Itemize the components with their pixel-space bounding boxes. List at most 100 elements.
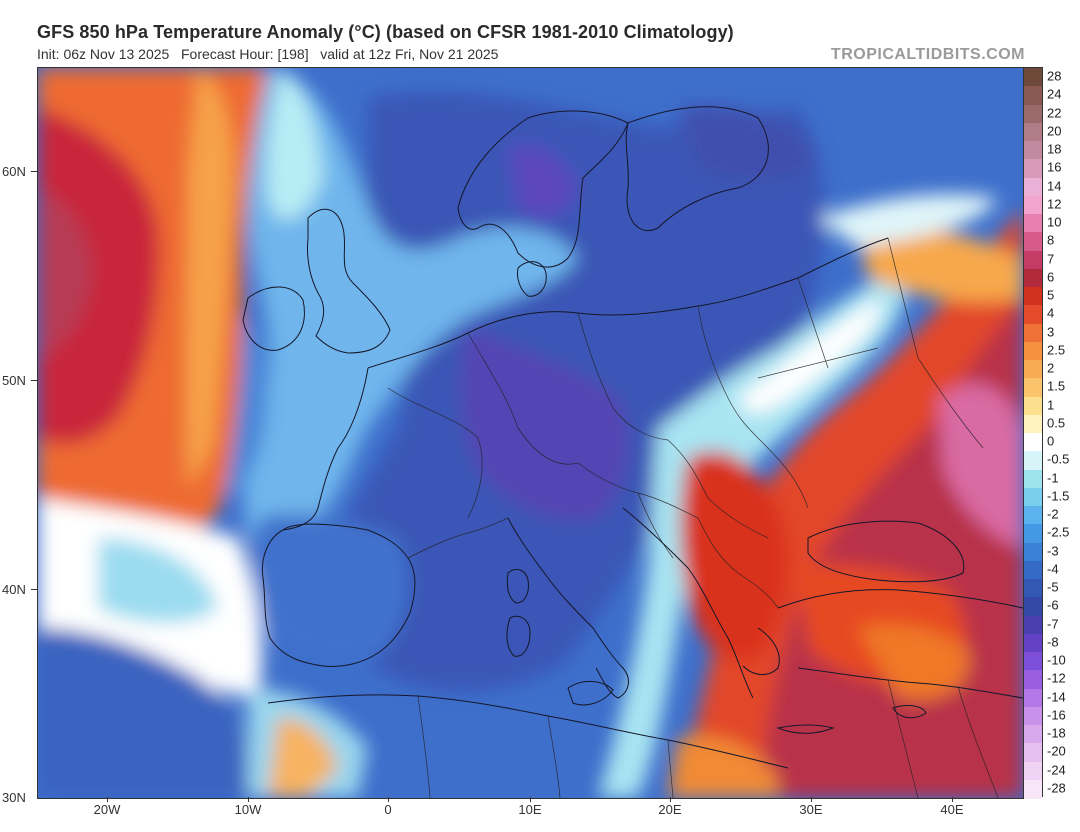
anomaly-map [37,67,1024,799]
lat-label-50n: 50N [2,373,26,388]
colorbar-swatch [1024,451,1042,471]
colorbar-swatch [1024,360,1042,379]
lat-label-30n: 30N [2,790,26,805]
colorbar-swatch [1024,779,1042,799]
colorbar-label: 22 [1047,105,1062,121]
colorbar-swatch [1024,341,1042,361]
colorbar-swatch [1024,597,1042,617]
colorbar-swatch [1024,725,1042,744]
colorbar-label: 0 [1047,433,1055,449]
lon-label-10e: 10E [518,802,542,817]
colorbar-swatch [1024,670,1042,690]
colorbar-label: 3 [1047,324,1055,340]
colorbar-label: -16 [1047,707,1066,723]
lon-label-30e: 30E [799,802,823,817]
colorbar-swatch [1024,141,1042,160]
colorbar-swatch [1024,104,1042,124]
lat-tick [31,589,37,590]
colorbar-label: -24 [1047,762,1066,778]
colorbar-swatch [1024,159,1042,179]
colorbar-swatch [1024,487,1042,507]
colorbar-label: -20 [1047,743,1066,759]
colorbar-label: -14 [1047,689,1066,705]
lat-tick [31,171,37,172]
colorbar-label: 1.5 [1047,378,1066,394]
lon-label-20w: 20W [93,802,121,817]
colorbar-swatch [1024,396,1042,416]
colorbar-label: -12 [1047,670,1066,686]
colorbar-swatch [1024,633,1042,653]
colorbar-label: -5 [1047,579,1059,595]
colorbar-swatch [1024,652,1042,671]
colorbar-swatch [1024,615,1042,635]
colorbar-swatch [1024,761,1042,781]
colorbar-label: 20 [1047,123,1062,139]
colorbar-swatch [1024,86,1042,106]
colorbar-label: 18 [1047,141,1062,157]
colorbar-label: -1 [1047,470,1059,486]
colorbar-swatch [1024,579,1042,598]
map-header: GFS 850 hPa Temperature Anomaly (°C) (ba… [37,22,1047,66]
colorbar-label: -0.5 [1047,451,1070,467]
colorbar-swatch [1024,214,1042,233]
lon-tick [811,797,812,802]
colorbar-label: -2 [1047,506,1059,522]
lon-tick [952,797,953,802]
lon-tick [248,797,249,802]
lon-label-20e: 20E [658,802,682,817]
colorbar-swatch [1024,323,1042,343]
lon-tick [388,797,389,802]
lon-label-0: 0 [384,802,392,817]
colorbar-label: 14 [1047,178,1062,194]
colorbar-swatch [1024,706,1042,726]
colorbar-swatch [1024,232,1042,252]
colorbar-swatch [1024,743,1042,763]
brand-watermark: TROPICALTIDBITS.COM [830,46,1025,63]
colorbar-label: 2.5 [1047,342,1066,358]
colorbar-label: -28 [1047,780,1066,796]
colorbar-swatch [1024,524,1042,544]
lon-tick [670,797,671,802]
colorbar-swatch [1024,469,1042,489]
colorbar-swatch [1024,542,1042,562]
colorbar-swatch [1024,305,1042,325]
lat-label-60n: 60N [2,164,26,179]
colorbar-label: 10 [1047,214,1062,230]
colorbar [1023,67,1043,799]
colorbar-swatch [1024,506,1042,525]
colorbar-label: -10 [1047,652,1066,668]
colorbar-swatch [1024,560,1042,580]
colorbar-swatch [1024,122,1042,142]
anomaly-field [38,68,1023,798]
colorbar-swatch [1024,195,1042,215]
colorbar-swatch [1024,268,1042,288]
lon-tick [530,797,531,802]
lon-tick [107,797,108,802]
coastlines [242,106,1023,769]
colorbar-label: 24 [1047,86,1062,102]
colorbar-label: 1 [1047,397,1055,413]
colorbar-swatch [1024,378,1042,398]
colorbar-label: 2 [1047,360,1055,376]
colorbar-label: -2.5 [1047,524,1070,540]
map-title: GFS 850 hPa Temperature Anomaly (°C) (ba… [37,22,734,42]
colorbar-label: 0.5 [1047,415,1066,431]
colorbar-label: 4 [1047,305,1055,321]
lat-label-40n: 40N [2,582,26,597]
colorbar-swatch [1024,414,1042,434]
colorbar-label: -7 [1047,616,1059,632]
colorbar-label: 8 [1047,232,1055,248]
colorbar-label: 7 [1047,251,1055,267]
lon-label-40e: 40E [940,802,964,817]
lon-label-10w: 10W [234,802,262,817]
colorbar-label: 5 [1047,287,1055,303]
colorbar-label: -8 [1047,634,1059,650]
colorbar-label: -18 [1047,725,1066,741]
colorbar-label: 12 [1047,196,1062,212]
colorbar-label: 6 [1047,269,1055,285]
colorbar-swatch [1024,287,1042,306]
lat-tick [31,380,37,381]
colorbar-label: 16 [1047,159,1062,175]
colorbar-swatch [1024,688,1042,708]
colorbar-label: -6 [1047,597,1059,613]
